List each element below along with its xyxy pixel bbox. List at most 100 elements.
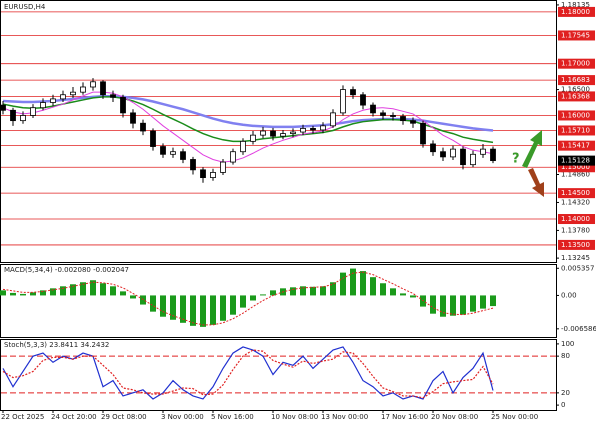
- candle-body: [390, 115, 396, 117]
- level-label-box: [558, 58, 595, 69]
- panel-frame: [0, 264, 557, 338]
- macd-bar: [90, 280, 96, 296]
- x-tick-label: 13 Nov 00:00: [321, 413, 368, 421]
- y-tick-label: 1.13780: [561, 226, 590, 234]
- candle-body: [370, 104, 376, 114]
- macd-bar: [220, 295, 226, 321]
- candle-body: [40, 102, 46, 109]
- y-tick-label: 80: [561, 352, 570, 360]
- candle-body: [340, 89, 346, 114]
- level-label: 1.18000: [561, 8, 590, 16]
- line-series: [2, 349, 494, 399]
- macd-bar: [100, 283, 106, 296]
- candle-body: [400, 116, 406, 122]
- panel-frame: [0, 0, 557, 263]
- level-label-box: [558, 6, 595, 17]
- macd-bar: [10, 292, 16, 296]
- level-label-box: [558, 110, 595, 121]
- x-tick-label: 17 Nov 16:00: [381, 413, 428, 421]
- level-label: 1.14500: [561, 189, 590, 197]
- level-label-box: [558, 91, 595, 102]
- candle-body: [420, 122, 426, 145]
- level-label: 1.15000: [561, 163, 590, 171]
- candle-body: [120, 96, 126, 114]
- macd-bar: [240, 295, 246, 308]
- y-tick-label: 0.00: [561, 291, 577, 299]
- y-tick-label: 0.005357: [561, 264, 594, 272]
- macd-bar: [130, 295, 136, 299]
- macd-bar: [60, 286, 66, 296]
- macd-bar: [230, 295, 236, 315]
- macd-bar: [70, 284, 76, 296]
- candle-body: [430, 143, 436, 153]
- macd-bar: [480, 295, 486, 309]
- macd-bar: [210, 295, 216, 325]
- macd-bar: [120, 291, 126, 296]
- macd-bar: [470, 295, 476, 312]
- macd-bar: [30, 292, 36, 296]
- level-label-box: [558, 188, 595, 199]
- macd-bar: [430, 295, 436, 314]
- macd-bar: [260, 294, 266, 296]
- candle-body: [90, 81, 96, 88]
- candle-body: [280, 133, 286, 137]
- candle-body: [220, 161, 226, 173]
- signal-arrows: ?: [512, 130, 544, 197]
- macd-bar: [330, 282, 336, 296]
- macd-bar: [200, 295, 206, 327]
- candle-body: [130, 112, 136, 124]
- candle-body: [450, 148, 456, 158]
- candle-body: [30, 107, 36, 116]
- candle-body: [270, 130, 276, 137]
- level-label: 1.15710: [561, 126, 590, 134]
- level-label: 1.17000: [561, 60, 590, 68]
- candle-body: [210, 172, 216, 179]
- candle-body: [490, 148, 496, 162]
- candle-body: [470, 153, 476, 166]
- candle-body: [310, 128, 316, 131]
- macd-bar: [440, 295, 446, 317]
- candle-body: [460, 148, 466, 166]
- macd-bar: [460, 295, 466, 315]
- macd-bar: [300, 286, 306, 296]
- macd-bar: [160, 295, 166, 317]
- macd-bar: [180, 295, 186, 323]
- level-label: 1.17545: [561, 31, 590, 39]
- candle-body: [100, 81, 106, 96]
- candle-body: [150, 130, 156, 147]
- line-series: [2, 271, 494, 326]
- candle-body: [360, 94, 366, 106]
- macd-bar: [80, 282, 86, 296]
- level-label-box: [558, 125, 595, 136]
- macd-bar: [380, 283, 386, 296]
- candle-body: [300, 128, 306, 133]
- candle-body: [200, 169, 206, 179]
- candle-body: [480, 148, 486, 155]
- level-label-box: [558, 239, 595, 250]
- candle-body: [330, 112, 336, 127]
- x-tick-label: 24 Oct 20:00: [51, 413, 97, 421]
- candle-body: [410, 120, 416, 124]
- y-tick-label: 1.18135: [561, 1, 590, 9]
- macd-bar: [490, 295, 496, 307]
- macd-bar: [320, 286, 326, 296]
- macd-bar: [290, 287, 296, 296]
- candle-body: [290, 131, 296, 134]
- level-label-box: [558, 75, 595, 86]
- level-label: 1.14000: [561, 215, 590, 223]
- macd-bar: [370, 277, 376, 296]
- candle-body: [260, 130, 266, 136]
- macd-bar: [110, 286, 116, 296]
- panel-title: Stoch(5,3,3) 23.8411 34.2432: [4, 341, 109, 349]
- y-tick-label: 1.14860: [561, 170, 590, 178]
- macd-bar: [170, 295, 176, 320]
- panel-frame: [0, 339, 557, 411]
- candle-body: [440, 151, 446, 158]
- level-label-box: [558, 140, 595, 151]
- level-label-box: [558, 162, 595, 173]
- candle-body: [240, 140, 246, 153]
- y-tick-label: 0: [561, 401, 565, 409]
- candle-body: [0, 104, 6, 111]
- x-tick-label: 25 Nov 00:00: [491, 413, 538, 421]
